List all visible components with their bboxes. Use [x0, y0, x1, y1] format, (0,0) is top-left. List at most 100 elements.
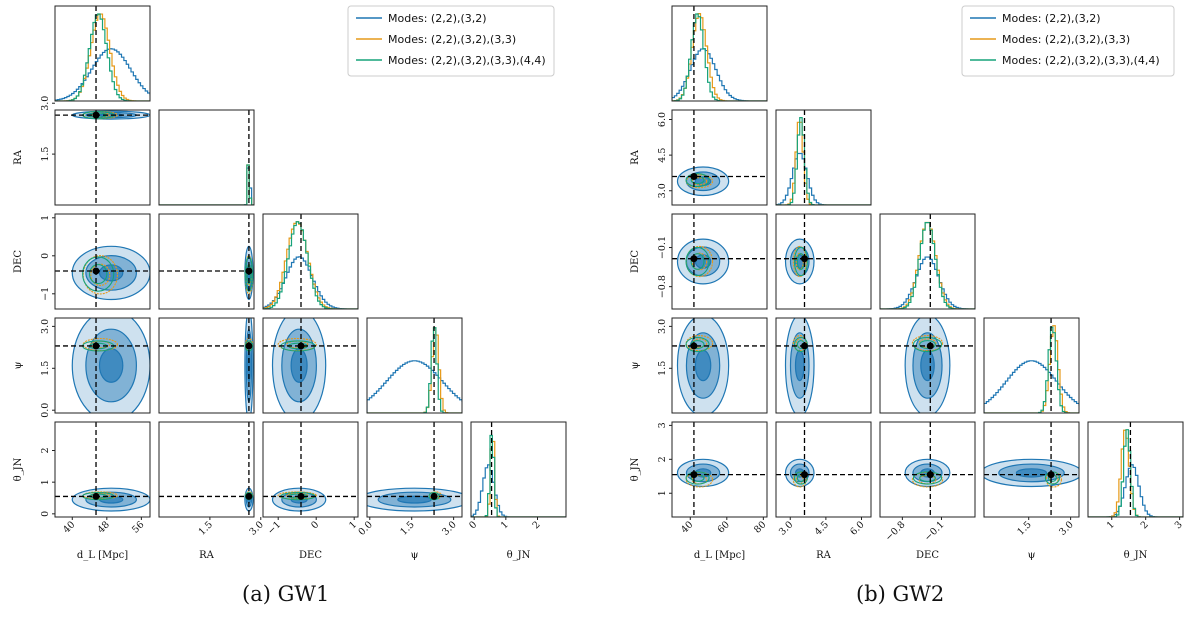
legend-frame — [347, 5, 555, 77]
hist-DEC-series-1 — [880, 221, 975, 309]
cell-theta_JN-theta_JN: 1 2 3 θ_JN — [1087, 421, 1185, 561]
x-tick-label: 0 — [467, 519, 479, 531]
y-tick-label: 6.0 — [657, 112, 668, 127]
cell-frame — [262, 421, 359, 518]
hist-theta_JN-series-0 — [471, 464, 566, 517]
x-axis-label: DEC — [916, 550, 939, 561]
cell-frame — [671, 317, 768, 414]
cell-frame — [775, 213, 872, 310]
cell-RA-DEC — [775, 213, 872, 310]
contour-series-2 — [82, 256, 115, 292]
contour-series-1 — [795, 475, 804, 485]
hist-psi-series-1 — [367, 327, 462, 413]
contour-series-2 — [685, 246, 710, 277]
cell-frame — [158, 213, 255, 310]
y-tick-label: 0 — [40, 511, 51, 517]
cell-d_L-psi: 0.0 1.5 3.0 ψ — [13, 317, 151, 418]
y-tick-label: 3.0 — [657, 319, 668, 334]
y-tick-label: 1.5 — [40, 147, 51, 162]
cell-frame — [983, 421, 1080, 518]
cell-frame — [366, 421, 463, 518]
cell-d_L-theta_JN: 40 60 80 d_L [Mpc] 1 2 3 θ_JN — [630, 421, 768, 561]
truth-point — [1047, 471, 1055, 479]
legend-label-0: Modes: (2,2),(3,2) — [388, 12, 487, 25]
contour-series-2 — [88, 263, 108, 285]
x-tick-label: 1.5 — [398, 519, 416, 537]
x-tick-label: 3 — [1173, 519, 1185, 531]
legend-label-1: Modes: (2,2),(3,2),(3,3) — [1002, 33, 1130, 46]
x-tick-label: 4.5 — [813, 519, 831, 537]
cell-RA-theta_JN: 1.5 3.0 RA — [158, 421, 266, 561]
cell-psi-psi — [366, 317, 463, 414]
cell-d_L-RA: 1.5 3.0 RA — [13, 96, 151, 206]
hist-psi-series-0 — [367, 360, 462, 413]
y-tick-label: 1 — [40, 479, 51, 485]
y-tick-label: 2 — [40, 447, 51, 453]
contour-series-2 — [919, 340, 936, 350]
contour-series-2 — [685, 173, 710, 188]
truth-point — [801, 342, 808, 350]
cell-frame — [262, 213, 359, 310]
x-axis-label: ψ — [411, 550, 419, 561]
y-tick-label: 1 — [40, 215, 51, 221]
contour-series-1 — [691, 177, 708, 186]
y-tick-label: 3.0 — [40, 319, 51, 334]
y-tick-label: 1 — [657, 490, 668, 496]
caption-a: (a) GW1 — [242, 582, 330, 606]
hist-theta_JN-series-1 — [471, 440, 566, 517]
y-axis-label: θ_JN — [13, 457, 24, 481]
legend: Modes: (2,2),(3,2) Modes: (2,2),(3,2),(3,… — [347, 5, 555, 77]
y-tick-label: 1.5 — [657, 361, 668, 376]
x-axis-label: ψ — [1028, 550, 1036, 561]
cell-RA-theta_JN: 3.0 4.5 6.0 RA — [775, 421, 872, 561]
hist-d_L-series-2 — [672, 13, 767, 101]
cell-psi-psi — [983, 317, 1080, 414]
truth-point — [690, 342, 698, 350]
x-axis-label: DEC — [299, 550, 322, 561]
y-tick-label: 4.5 — [657, 148, 668, 163]
x-tick-label: 40 — [679, 519, 695, 535]
caption-b: (b) GW2 — [856, 582, 945, 606]
cell-RA-psi — [775, 317, 872, 414]
x-tick-label: 1.5 — [1015, 519, 1033, 537]
cell-frame — [366, 317, 463, 414]
truth-point — [801, 255, 808, 263]
hist-theta_JN-series-1 — [1088, 429, 1183, 517]
y-tick-label: 0.0 — [40, 403, 51, 418]
hist-RA-series-1 — [776, 121, 871, 205]
contour-series-0 — [290, 348, 308, 383]
contour-series-0 — [98, 348, 124, 383]
x-tick-label: 3.0 — [777, 519, 795, 537]
truth-point — [801, 471, 808, 479]
hist-DEC-series-0 — [880, 256, 975, 309]
x-tick-label: 1 — [1105, 519, 1117, 531]
cell-frame — [158, 109, 255, 206]
x-tick-label: 2 — [531, 519, 543, 531]
x-tick-label: −0.8 — [883, 519, 907, 543]
x-tick-label: 80 — [752, 519, 768, 535]
contour-series-2 — [912, 336, 943, 353]
truth-point — [297, 492, 305, 500]
truth-point — [690, 471, 698, 479]
cell-DEC-DEC — [879, 213, 976, 310]
truth-point — [926, 471, 934, 479]
y-tick-label: 1.5 — [40, 361, 51, 376]
hist-RA-series-2 — [776, 117, 871, 205]
cell-d_L-psi: 1.5 3.0 ψ — [630, 317, 768, 414]
truth-point — [92, 111, 100, 119]
cell-frame — [54, 317, 151, 414]
cell-d_L-DEC: −1 0 1 DEC — [13, 213, 151, 310]
cell-frame — [158, 317, 255, 414]
cell-RA-DEC — [158, 213, 255, 310]
hist-RA-series-1 — [159, 164, 254, 205]
cell-d_L-d_L — [54, 5, 151, 102]
cell-frame — [54, 213, 151, 310]
truth-point — [430, 492, 438, 500]
cell-frame — [879, 421, 976, 518]
cell-psi-theta_JN: 0.0 1.5 3.0 ψ — [356, 421, 463, 561]
contour-series-2 — [685, 471, 710, 485]
cell-frame — [470, 421, 567, 518]
x-tick-label: 3.0 — [440, 519, 458, 537]
x-axis-label: θ_JN — [1124, 550, 1148, 561]
